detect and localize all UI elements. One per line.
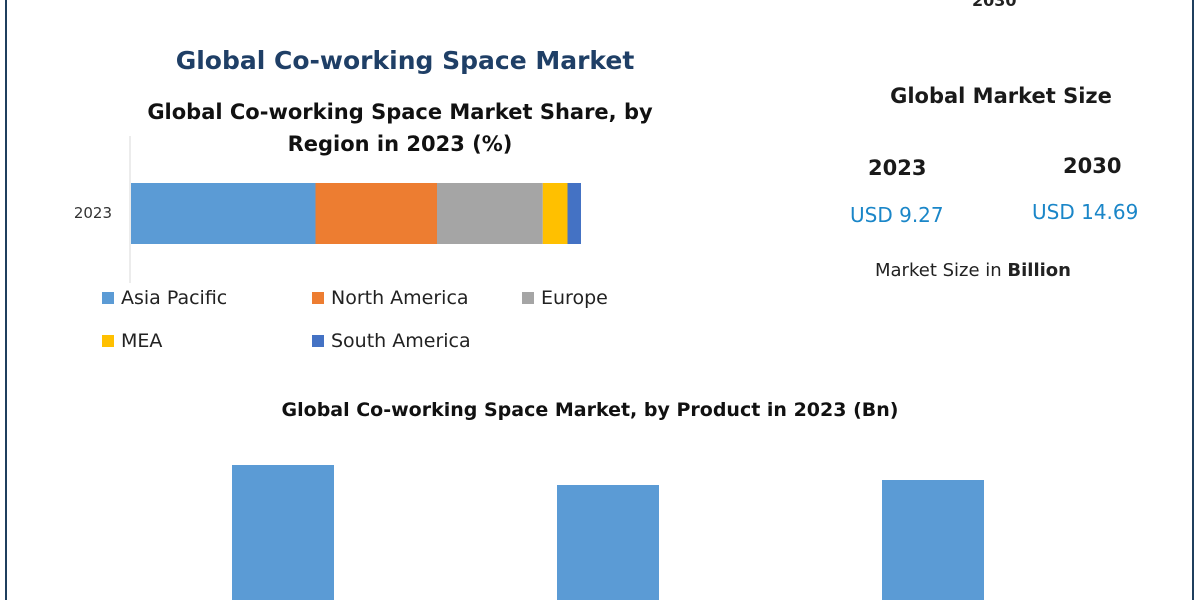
region-bar-south-america <box>567 183 581 244</box>
legend-item-north-america: North America <box>312 287 469 309</box>
product-chart-title: Global Co-working Space Market, by Produ… <box>281 399 899 421</box>
region-bar-north-america <box>315 183 437 244</box>
legend-item-asia-pacific: Asia Pacific <box>102 287 227 309</box>
region-bar-mea <box>542 183 568 244</box>
legend-label: Asia Pacific <box>121 287 228 309</box>
product-bars <box>232 465 984 600</box>
region-stacked-bar <box>131 183 581 244</box>
legend-label: North America <box>331 287 469 309</box>
left-border <box>5 0 7 600</box>
legend-item-europe: Europe <box>522 287 608 309</box>
legend-item-south-america: South America <box>312 330 471 352</box>
region-share-chart-title: Global Co-working Space Market Share, by… <box>147 100 653 156</box>
product-bar-2 <box>557 485 659 600</box>
market-size-year-2023: 2023 <box>868 156 927 180</box>
region-category-label: 2023 <box>74 204 112 222</box>
market-size-value-2023: USD 9.27 <box>850 203 944 227</box>
region-bar-asia-pacific <box>131 183 316 244</box>
legend-swatch-mea <box>102 335 114 347</box>
product-bar-3 <box>882 480 984 600</box>
market-size-year-2030: 2030 <box>1063 154 1122 178</box>
market-size-value-2030: USD 14.69 <box>1032 200 1139 224</box>
legend-label: Europe <box>541 287 608 309</box>
legend-swatch-europe <box>522 292 534 304</box>
market-size-unit: Market Size in Billion <box>875 260 1071 281</box>
legend-label: South America <box>331 330 471 352</box>
clipped-top-text: 2030 <box>972 0 1017 10</box>
market-size-title: Global Market Size <box>890 84 1112 108</box>
main-title: Global Co-working Space Market <box>175 46 635 75</box>
legend-swatch-north-america <box>312 292 324 304</box>
region-bar-europe <box>437 183 543 244</box>
right-border <box>1192 0 1194 600</box>
legend-label: MEA <box>121 330 163 352</box>
product-bar-1 <box>232 465 334 600</box>
legend-item-mea: MEA <box>102 330 162 352</box>
legend-swatch-asia-pacific <box>102 292 114 304</box>
legend-swatch-south-america <box>312 335 324 347</box>
